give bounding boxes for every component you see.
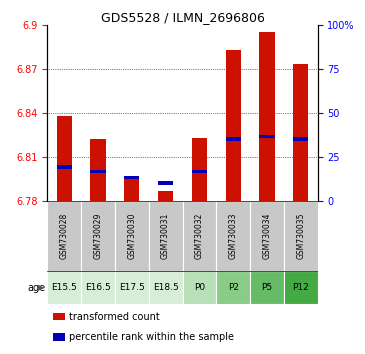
- Bar: [293, 137, 308, 141]
- Text: GSM730028: GSM730028: [60, 213, 69, 259]
- Bar: [53, 333, 65, 341]
- Text: P5: P5: [261, 283, 272, 292]
- Bar: [250, 272, 284, 304]
- Text: GSM730030: GSM730030: [127, 213, 137, 259]
- Bar: [149, 272, 182, 304]
- Text: GSM730031: GSM730031: [161, 213, 170, 259]
- Text: percentile rank within the sample: percentile rank within the sample: [69, 332, 234, 342]
- Bar: [115, 201, 149, 272]
- Bar: [149, 201, 182, 272]
- Bar: [91, 170, 106, 173]
- Text: GSM730033: GSM730033: [228, 213, 238, 259]
- Bar: [81, 201, 115, 272]
- Bar: [259, 135, 274, 138]
- Text: GSM730029: GSM730029: [93, 213, 103, 259]
- Text: P2: P2: [228, 283, 239, 292]
- Bar: [226, 50, 241, 201]
- Text: GSM730032: GSM730032: [195, 213, 204, 259]
- Bar: [216, 201, 250, 272]
- Bar: [216, 272, 250, 304]
- Bar: [182, 201, 216, 272]
- Text: E18.5: E18.5: [153, 283, 178, 292]
- Bar: [47, 201, 81, 272]
- Text: transformed count: transformed count: [69, 312, 160, 321]
- Bar: [250, 201, 284, 272]
- Text: E15.5: E15.5: [51, 283, 77, 292]
- Bar: [91, 139, 106, 201]
- Bar: [53, 313, 65, 320]
- Bar: [57, 116, 72, 201]
- Bar: [293, 64, 308, 201]
- Title: GDS5528 / ILMN_2696806: GDS5528 / ILMN_2696806: [101, 11, 264, 24]
- Bar: [226, 137, 241, 141]
- Text: GSM730034: GSM730034: [262, 213, 272, 259]
- Bar: [158, 191, 173, 201]
- Bar: [47, 272, 81, 304]
- Text: P12: P12: [292, 283, 309, 292]
- Bar: [57, 165, 72, 169]
- Bar: [182, 272, 216, 304]
- Bar: [81, 272, 115, 304]
- Bar: [192, 170, 207, 173]
- Text: E16.5: E16.5: [85, 283, 111, 292]
- Bar: [124, 176, 139, 179]
- Bar: [284, 272, 318, 304]
- Bar: [124, 176, 139, 201]
- Text: P0: P0: [194, 283, 205, 292]
- Bar: [259, 32, 274, 201]
- Text: GSM730035: GSM730035: [296, 213, 305, 259]
- Text: E17.5: E17.5: [119, 283, 145, 292]
- Bar: [284, 201, 318, 272]
- Bar: [158, 182, 173, 185]
- Bar: [192, 138, 207, 201]
- Text: age: age: [28, 283, 46, 293]
- Bar: [115, 272, 149, 304]
